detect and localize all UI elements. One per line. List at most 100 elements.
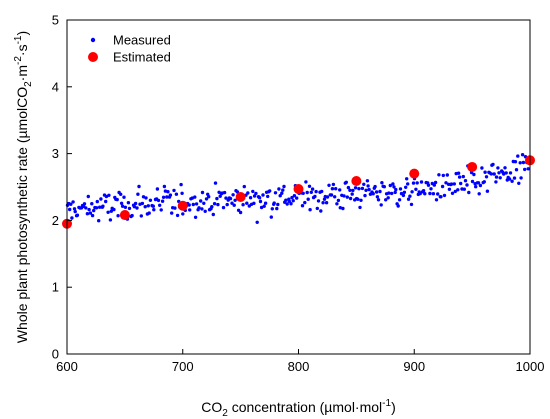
measured-point — [450, 191, 455, 195]
measured-point — [262, 204, 266, 208]
measured-point — [116, 214, 120, 218]
measured-point — [70, 216, 74, 220]
measured-point — [160, 199, 165, 203]
measured-point — [228, 196, 233, 201]
measured-point — [165, 195, 169, 199]
x-tick-label: 1000 — [516, 359, 545, 374]
measured-point — [436, 192, 440, 196]
measured-point — [513, 160, 518, 164]
measured-point — [88, 211, 93, 215]
measured-point — [284, 198, 288, 202]
measured-point — [329, 193, 334, 197]
measured-point — [325, 195, 330, 199]
measured-point — [295, 196, 299, 200]
measured-point — [428, 191, 432, 196]
measured-point — [94, 206, 99, 210]
measured-point — [97, 219, 101, 223]
measured-point — [87, 207, 91, 212]
measured-point — [242, 184, 246, 189]
measured-point — [280, 191, 284, 195]
measured-point — [521, 160, 526, 165]
measured-point — [392, 185, 396, 189]
measured-point — [483, 170, 487, 174]
measured-point — [123, 205, 128, 209]
legend-estimated-marker — [88, 52, 98, 62]
measured-point — [173, 206, 177, 210]
measured-point — [388, 183, 392, 188]
measured-point — [258, 199, 263, 204]
measured-point — [132, 205, 137, 209]
measured-point — [478, 183, 483, 188]
measured-point — [304, 180, 308, 184]
measured-point — [384, 198, 388, 202]
measured-point — [440, 184, 445, 189]
measured-point — [409, 202, 414, 207]
measured-point — [278, 194, 282, 198]
measured-point — [519, 176, 523, 180]
measured-point — [492, 172, 496, 176]
measured-point — [437, 173, 441, 177]
measured-point — [411, 181, 416, 185]
measured-point — [371, 192, 375, 196]
measured-point — [245, 201, 249, 205]
measured-point — [406, 197, 411, 201]
measured-point — [456, 171, 461, 175]
measured-point — [456, 188, 460, 192]
measured-point — [181, 212, 185, 216]
measured-point — [356, 197, 360, 201]
measured-point — [439, 195, 443, 199]
measured-point — [367, 187, 371, 192]
estimated-point — [351, 175, 362, 186]
measured-point — [441, 173, 445, 178]
measured-point — [503, 166, 507, 170]
measured-point — [504, 171, 508, 175]
measured-point — [71, 200, 75, 204]
measured-point — [405, 177, 409, 181]
estimated-point — [293, 184, 304, 195]
measured-point — [517, 181, 521, 185]
measured-point — [452, 182, 456, 186]
measured-point — [345, 195, 349, 199]
measured-point — [433, 180, 438, 185]
measured-point — [421, 189, 426, 193]
measured-point — [393, 190, 397, 195]
measured-point — [461, 174, 465, 179]
measured-point — [202, 201, 206, 205]
measured-point — [241, 203, 245, 207]
measured-point — [363, 193, 367, 198]
measured-point — [273, 191, 278, 195]
measured-point — [338, 188, 342, 192]
measured-point — [508, 171, 513, 175]
y-tick-label: 5 — [52, 13, 59, 28]
measured-point — [397, 198, 402, 202]
measured-point — [358, 205, 362, 210]
measured-point — [261, 193, 265, 197]
measured-point — [497, 171, 501, 175]
measured-point — [285, 202, 289, 206]
measured-point — [212, 202, 217, 206]
measured-point — [119, 201, 124, 205]
measured-point — [324, 201, 329, 205]
measured-point — [68, 207, 72, 212]
measured-point — [351, 188, 355, 193]
measured-point — [353, 186, 358, 190]
measured-point — [84, 206, 88, 210]
measured-point — [457, 175, 462, 179]
measured-point — [459, 181, 463, 186]
measured-point — [373, 184, 377, 189]
measured-point — [444, 181, 448, 185]
measured-point — [378, 189, 382, 194]
measured-point — [431, 192, 436, 196]
measured-point — [193, 195, 197, 199]
measured-point — [248, 196, 253, 200]
measured-point — [69, 202, 73, 206]
measured-point — [330, 187, 335, 191]
measured-point — [336, 198, 341, 203]
measured-point — [426, 183, 431, 187]
measured-point — [112, 207, 116, 212]
estimated-point — [119, 210, 130, 221]
measured-point — [303, 200, 307, 205]
measured-point — [315, 206, 319, 211]
measured-point — [187, 203, 191, 207]
